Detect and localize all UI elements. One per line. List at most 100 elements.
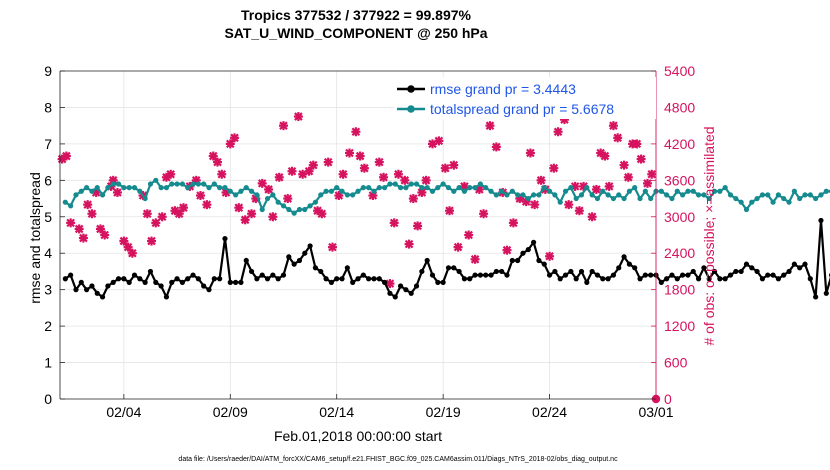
rmse-point bbox=[754, 268, 760, 275]
totalspread-point bbox=[217, 185, 223, 191]
obs-assimilated-marker bbox=[283, 194, 293, 204]
rmse-point bbox=[578, 268, 585, 275]
totalspread-point bbox=[568, 185, 574, 191]
totalspread-point bbox=[600, 188, 606, 194]
rmse-point bbox=[185, 276, 191, 282]
obs-assimilated-marker bbox=[608, 121, 618, 131]
obs-assimilated-marker bbox=[195, 191, 205, 201]
obs-assimilated-marker bbox=[636, 154, 646, 164]
rmse-point bbox=[610, 272, 617, 278]
y-tick-label: 1 bbox=[44, 355, 52, 371]
totalspread-point bbox=[355, 188, 361, 194]
totalspread-point bbox=[259, 206, 265, 213]
totalspread-line bbox=[64, 178, 830, 215]
rmse-point bbox=[424, 257, 430, 264]
totalspread-point bbox=[360, 185, 366, 191]
y-tick-label: 0 bbox=[44, 391, 52, 407]
totalspread-point bbox=[685, 188, 691, 194]
x-tick-label: 02/24 bbox=[532, 404, 567, 420]
totalspread-point bbox=[275, 199, 281, 205]
rmse-point bbox=[227, 279, 233, 285]
rmse-point bbox=[350, 279, 356, 285]
rmse-point bbox=[105, 283, 111, 289]
rmse-point bbox=[695, 276, 702, 282]
totalspread-point bbox=[366, 185, 372, 191]
obs-assimilated-marker bbox=[78, 233, 88, 243]
rmse-point bbox=[818, 217, 824, 224]
totalspread-point bbox=[163, 185, 170, 191]
totalspread-point bbox=[190, 181, 196, 187]
obs-assimilated-marker bbox=[157, 212, 167, 222]
obs-assimilated-marker bbox=[166, 169, 176, 179]
obs-assimilated-marker bbox=[147, 236, 157, 246]
obs-assimilated-marker bbox=[530, 200, 540, 210]
totalspread-point bbox=[456, 185, 462, 191]
totalspread-point bbox=[536, 192, 542, 198]
totalspread-point bbox=[451, 188, 457, 194]
rmse-point bbox=[387, 290, 393, 296]
obs-assimilated-marker bbox=[491, 142, 501, 152]
rmse-point bbox=[770, 272, 776, 278]
obs-assimilated-marker bbox=[525, 148, 535, 158]
tick-labels: 0 1 2 3 4 5 6 7 8 9 0 600 1200 1800 2400 3000 3600 4200 48… bbox=[44, 63, 695, 420]
totalspread-point bbox=[126, 185, 132, 191]
obs-assimilated-marker bbox=[112, 187, 122, 197]
rmse-point bbox=[717, 276, 723, 282]
totalspread-point bbox=[302, 206, 308, 213]
axes bbox=[59, 70, 657, 400]
rmse-point bbox=[600, 276, 606, 282]
obs-assimilated-marker bbox=[440, 163, 450, 173]
rmse-point bbox=[493, 268, 499, 275]
totalspread-point bbox=[680, 192, 686, 198]
rmse-point bbox=[738, 268, 744, 275]
totalspread-point bbox=[440, 181, 446, 187]
y-tick-label: 7 bbox=[44, 136, 52, 152]
rmse-point bbox=[334, 276, 340, 282]
totalspread-point bbox=[472, 185, 478, 191]
totalspread-point bbox=[84, 185, 90, 191]
totalspread-point bbox=[642, 188, 648, 194]
totalspread-point bbox=[201, 181, 207, 187]
obs-assimilated-marker bbox=[287, 166, 297, 176]
y-tick-label: 5 bbox=[44, 209, 52, 225]
y-right-tick-label: 1200 bbox=[664, 318, 695, 334]
obs-assimilated-marker bbox=[470, 254, 480, 264]
totalspread-point bbox=[499, 188, 505, 194]
rmse-point bbox=[392, 294, 398, 300]
totalspread-point bbox=[153, 177, 159, 183]
totalspread-point bbox=[626, 188, 632, 194]
totalspread-point bbox=[206, 185, 212, 191]
totalspread-point bbox=[711, 188, 718, 194]
totalspread-point bbox=[594, 195, 601, 202]
obs-assimilated-marker bbox=[308, 160, 318, 170]
obs-assimilated-marker bbox=[317, 209, 327, 219]
rmse-point bbox=[397, 283, 404, 289]
rmse-point bbox=[520, 250, 526, 256]
series-layer bbox=[57, 112, 830, 404]
rmse-point bbox=[318, 268, 324, 275]
totalspread-point bbox=[328, 188, 334, 194]
totalspread-point bbox=[786, 199, 792, 205]
chart-subtitle: SAT_U_WIND_COMPONENT @ 250 hPa bbox=[224, 25, 487, 41]
rmse-point bbox=[440, 279, 446, 285]
rmse-point bbox=[488, 272, 494, 278]
totalspread-point bbox=[222, 185, 228, 191]
x-tick-label: 02/19 bbox=[426, 404, 461, 420]
rmse-point bbox=[355, 276, 361, 282]
rmse-point bbox=[121, 276, 127, 282]
rmse-point bbox=[568, 268, 574, 275]
totalspread-point bbox=[664, 192, 670, 198]
totalspread-point bbox=[477, 181, 483, 187]
totalspread-point bbox=[137, 188, 143, 194]
rmse-point bbox=[786, 268, 792, 275]
rmse-point bbox=[813, 294, 819, 300]
totalspread-point bbox=[781, 195, 787, 202]
totalspread-point bbox=[233, 192, 239, 198]
rmse-point bbox=[169, 279, 175, 285]
totalspread-point bbox=[807, 192, 813, 198]
totalspread-point bbox=[435, 185, 441, 191]
rmse-point bbox=[211, 276, 217, 282]
rmse-point bbox=[291, 261, 297, 267]
rmse-point bbox=[78, 279, 84, 285]
rmse-point bbox=[403, 287, 409, 293]
